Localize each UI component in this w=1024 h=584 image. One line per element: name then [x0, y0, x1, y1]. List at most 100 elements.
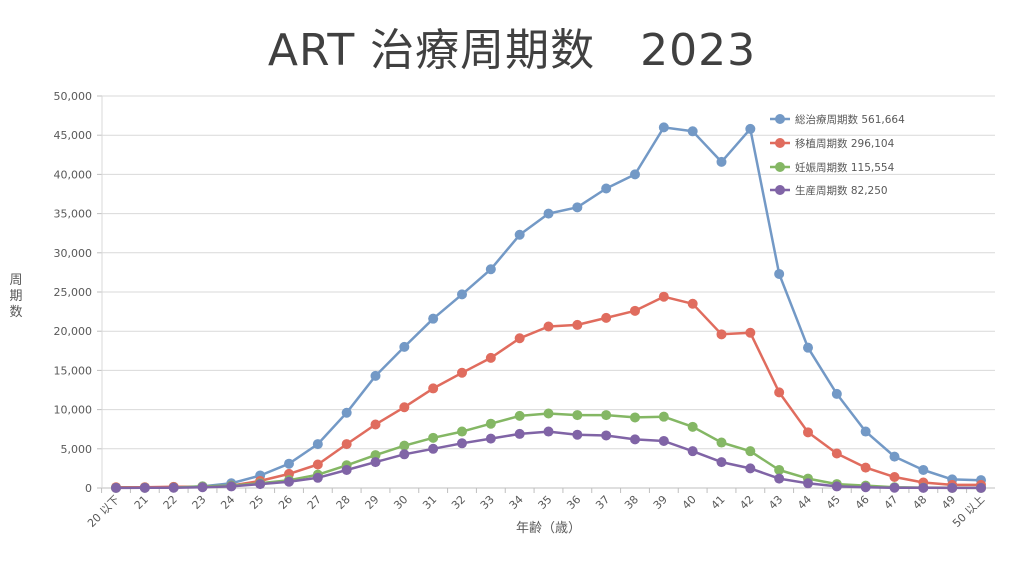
data-point[interactable] — [774, 464, 785, 475]
data-point[interactable] — [485, 352, 496, 363]
data-point[interactable] — [312, 439, 323, 450]
data-point[interactable] — [630, 434, 640, 445]
data-point[interactable] — [601, 410, 612, 421]
data-point[interactable] — [658, 435, 669, 446]
data-point[interactable] — [543, 321, 554, 332]
data-point[interactable] — [630, 305, 640, 316]
data-point[interactable] — [457, 438, 467, 449]
data-point[interactable] — [745, 446, 756, 457]
x-tick-label: 37 — [593, 493, 612, 512]
data-point[interactable] — [630, 412, 640, 423]
data-point[interactable] — [312, 459, 323, 470]
data-point[interactable] — [716, 437, 727, 448]
data-point[interactable] — [197, 482, 208, 493]
data-point[interactable] — [543, 408, 554, 419]
data-point[interactable] — [601, 183, 612, 194]
data-point[interactable] — [601, 430, 612, 441]
data-point[interactable] — [572, 319, 583, 330]
data-point[interactable] — [860, 426, 871, 437]
data-point[interactable] — [745, 327, 756, 338]
data-point[interactable] — [514, 333, 525, 344]
x-tick-label: 26 — [276, 493, 295, 512]
x-tick-label: 39 — [651, 493, 670, 512]
data-point[interactable] — [889, 451, 900, 462]
data-point[interactable] — [284, 476, 294, 487]
data-point[interactable] — [687, 298, 698, 309]
data-point[interactable] — [831, 481, 842, 492]
data-point[interactable] — [976, 482, 986, 493]
data-point[interactable] — [803, 478, 813, 489]
data-point[interactable] — [457, 426, 467, 437]
data-point[interactable] — [485, 264, 496, 275]
data-point[interactable] — [543, 208, 554, 219]
data-point[interactable] — [889, 482, 900, 493]
data-point[interactable] — [745, 463, 756, 474]
data-point[interactable] — [399, 402, 410, 413]
data-point[interactable] — [139, 482, 150, 493]
data-point[interactable] — [543, 426, 554, 437]
data-point[interactable] — [370, 457, 381, 468]
x-tick-label: 47 — [882, 493, 901, 512]
series-3 — [111, 426, 986, 493]
legend-item: 移植周期数 296,104 — [795, 137, 895, 150]
data-point[interactable] — [658, 291, 669, 302]
data-point[interactable] — [860, 482, 871, 493]
data-point[interactable] — [601, 312, 612, 323]
data-point[interactable] — [572, 202, 583, 213]
data-point[interactable] — [457, 367, 467, 378]
data-point[interactable] — [514, 428, 525, 439]
data-point[interactable] — [341, 439, 352, 450]
data-point[interactable] — [860, 462, 871, 473]
data-point[interactable] — [716, 457, 727, 468]
data-point[interactable] — [399, 440, 410, 451]
data-point[interactable] — [168, 482, 179, 493]
data-point[interactable] — [658, 122, 669, 133]
data-point[interactable] — [716, 329, 727, 340]
data-point[interactable] — [687, 446, 698, 457]
data-point[interactable] — [658, 411, 669, 422]
y-tick-label: 15,000 — [54, 364, 93, 377]
y-tick-label: 5,000 — [61, 443, 93, 456]
data-point[interactable] — [716, 156, 727, 167]
data-point[interactable] — [774, 473, 785, 484]
data-point[interactable] — [428, 432, 439, 443]
data-point[interactable] — [803, 427, 813, 438]
data-point[interactable] — [774, 268, 785, 279]
data-point[interactable] — [428, 443, 439, 454]
data-point[interactable] — [630, 169, 640, 180]
data-point[interactable] — [255, 479, 266, 490]
data-point[interactable] — [572, 410, 583, 421]
data-point[interactable] — [947, 482, 958, 493]
data-point[interactable] — [514, 410, 525, 421]
data-point[interactable] — [514, 229, 525, 240]
data-point[interactable] — [485, 418, 496, 429]
data-point[interactable] — [312, 472, 323, 483]
data-point[interactable] — [111, 482, 121, 493]
data-point[interactable] — [284, 458, 294, 469]
data-point[interactable] — [428, 383, 439, 394]
data-point[interactable] — [889, 472, 900, 483]
data-point[interactable] — [687, 126, 698, 137]
data-point[interactable] — [341, 464, 352, 475]
data-point[interactable] — [399, 341, 410, 352]
data-point[interactable] — [485, 433, 496, 444]
data-point[interactable] — [370, 419, 381, 430]
data-point[interactable] — [341, 407, 352, 418]
data-point[interactable] — [457, 289, 467, 300]
data-point[interactable] — [687, 421, 698, 432]
data-point[interactable] — [831, 448, 842, 459]
data-point[interactable] — [803, 342, 813, 353]
data-point[interactable] — [572, 429, 583, 440]
data-point[interactable] — [918, 464, 929, 475]
data-point[interactable] — [745, 123, 756, 134]
data-point[interactable] — [226, 481, 237, 492]
data-point[interactable] — [918, 482, 929, 493]
data-point[interactable] — [399, 449, 410, 460]
data-point[interactable] — [774, 387, 785, 398]
data-point[interactable] — [370, 370, 381, 381]
data-point[interactable] — [428, 313, 439, 324]
data-point[interactable] — [831, 388, 842, 399]
x-tick-label: 32 — [449, 493, 468, 512]
legend: 総治療周期数 561,664 移植周期数 296,104 妊娠周期数 115,554… — [770, 113, 905, 197]
data-point[interactable] — [370, 450, 381, 461]
